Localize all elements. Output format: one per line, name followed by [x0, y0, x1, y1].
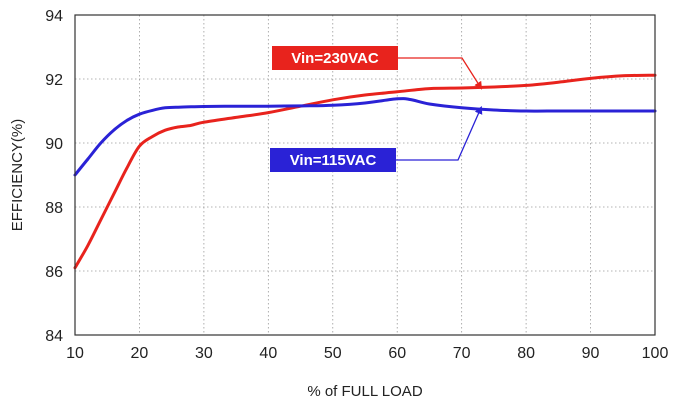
- y-tick-label: 90: [45, 136, 63, 153]
- y-tick-label: 94: [45, 8, 63, 25]
- x-tick-label: 10: [66, 345, 84, 362]
- x-tick-label: 40: [259, 345, 277, 362]
- series-lines: [73, 73, 657, 270]
- annotation-box: [272, 46, 398, 70]
- y-tick-label: 92: [45, 72, 63, 89]
- x-tick-label: 20: [131, 345, 149, 362]
- plot-border: [74, 14, 656, 336]
- x-tick-label: 100: [642, 345, 669, 362]
- tick-labels: 10 20 30 40 50 60 70 80 90 100 84 86 88 90 92 94: [45, 8, 668, 362]
- series-line-vin-115vac: [73, 97, 657, 177]
- x-tick-label: 50: [324, 345, 342, 362]
- x-tick-label: 70: [453, 345, 471, 362]
- y-tick-label: 88: [45, 200, 63, 217]
- annotation-label: Vin=115VAC: [290, 152, 377, 169]
- y-tick-label: 84: [45, 328, 63, 345]
- y-tick-label: 86: [45, 264, 63, 281]
- series-line-vin-230vac: [73, 73, 657, 270]
- annotation-leader-line: [396, 105, 483, 161]
- annotations: Vin=230VAC Vin=115VAC: [270, 46, 483, 172]
- x-tick-label: 90: [582, 345, 600, 362]
- x-tick-label: 60: [388, 345, 406, 362]
- x-tick-label: 30: [195, 345, 213, 362]
- y-axis-label: EFFICIENCY(%): [9, 119, 26, 232]
- x-tick-label: 80: [517, 345, 535, 362]
- annotation-leader-line: [398, 57, 483, 90]
- annotation-label: Vin=230VAC: [291, 50, 379, 67]
- x-axis-label: % of FULL LOAD: [307, 383, 422, 400]
- annotation-box: [270, 148, 396, 172]
